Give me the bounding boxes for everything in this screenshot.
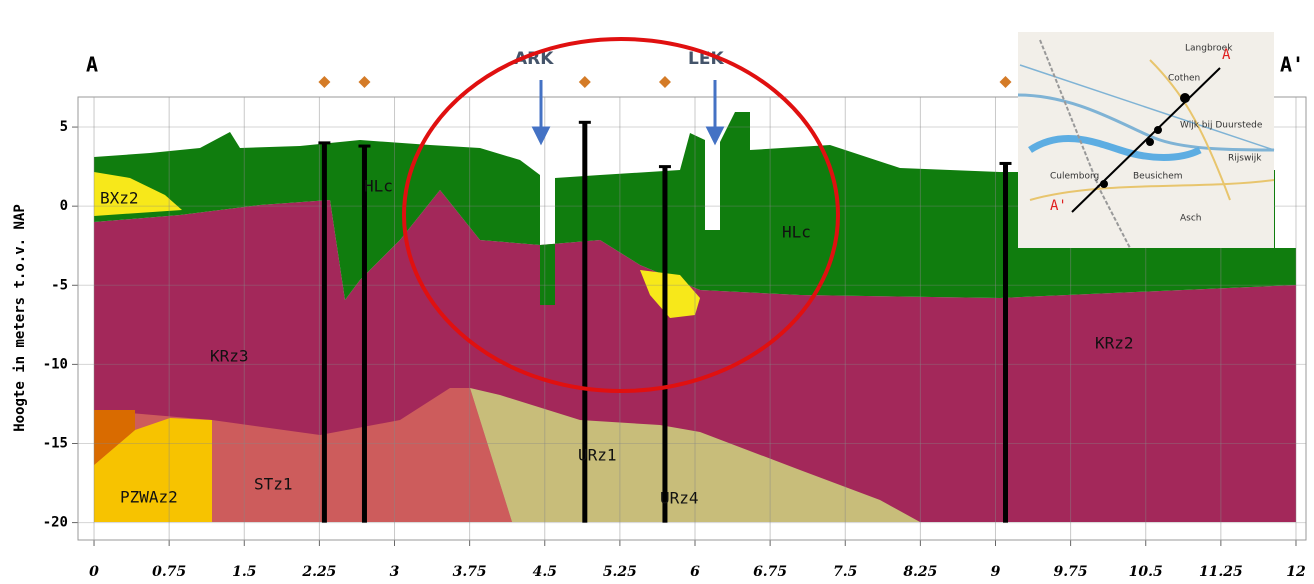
x-tick-label: 8.25	[903, 564, 937, 580]
map-label: Cothen	[1168, 74, 1200, 84]
river-lek	[1028, 134, 1202, 161]
canal	[1019, 64, 1275, 151]
railway	[1039, 39, 1131, 249]
layer-label: HLc	[782, 223, 811, 242]
x-tick-label: 3.75	[453, 564, 487, 580]
borehole-marker	[578, 76, 591, 88]
layer-hlc	[94, 112, 1296, 305]
road	[1029, 59, 1275, 201]
x-tick-label: 7.5	[833, 564, 857, 580]
x-tick-label: 9	[991, 564, 1001, 580]
layer-label: PZWAz2	[120, 488, 178, 507]
layer-label: URz1	[578, 446, 617, 465]
arrows	[531, 80, 725, 146]
layer-pzwa-dark	[94, 410, 135, 465]
y-tick-label: 0	[60, 198, 68, 214]
x-tick-label: 6.75	[753, 564, 787, 580]
plot-frame	[77, 96, 1307, 541]
highlight-ellipse	[402, 37, 840, 393]
axes: 0 0.75 1.5 2.25 3 3.75 4.5 5.25 6 6.75 7.5 8.25 9 9.7…	[43, 76, 1306, 580]
map-label: Langbroek	[1185, 44, 1233, 54]
x-tick-label: 6	[690, 564, 700, 580]
borehole-marker	[358, 76, 371, 88]
x-tick-label: 0	[89, 564, 99, 580]
x-tick-label: 5.25	[603, 564, 637, 580]
map-label: Wijk bij Duurstede	[1180, 121, 1263, 131]
layer-label: STz1	[254, 475, 293, 494]
y-tick-label: -10	[43, 356, 68, 372]
layer-yellow-lens	[640, 270, 700, 318]
x-tick-label: 1.5	[232, 564, 256, 580]
y-tick-label: 5	[60, 119, 68, 135]
y-tick-label: -20	[43, 515, 68, 531]
arrow-head	[531, 126, 551, 146]
section-line	[1071, 67, 1221, 213]
borehole-dot	[1100, 180, 1108, 188]
river-label: LEK	[688, 49, 724, 69]
map-label: Asch	[1180, 214, 1202, 224]
layer-pzwaz2	[94, 418, 212, 522]
x-tick-label: 4.5	[533, 564, 557, 580]
y-tick-label: -5	[51, 277, 68, 293]
borehole-marker	[318, 76, 331, 88]
layer-bxz2	[94, 172, 182, 216]
layer-label: KRz2	[1095, 334, 1134, 353]
map-label: Rijswijk	[1228, 154, 1262, 164]
river	[1017, 93, 1275, 152]
map-inset: Langbroek Cothen Wijk bij Duurstede Rijs…	[1017, 32, 1275, 249]
x-tick-label: 10.5	[1129, 564, 1163, 580]
map-label: A'	[1050, 198, 1067, 214]
map-label: Beusichem	[1133, 172, 1183, 182]
layer-label: HLc	[364, 177, 393, 196]
arrow-head	[705, 126, 725, 146]
borehole-marker	[999, 76, 1012, 88]
layer-label: BXz2	[100, 189, 139, 208]
borehole-dot	[1146, 138, 1154, 146]
x-tick-label: 2.25	[301, 564, 336, 580]
x-tick-label: 12	[1286, 564, 1306, 580]
map-label: A	[1222, 47, 1231, 63]
x-tick-label: 9.75	[1054, 564, 1088, 580]
section-label: A	[86, 53, 98, 77]
x-tick-label: 0.75	[152, 564, 186, 580]
y-tick-label: -15	[43, 435, 68, 451]
x-tick-label: 3	[390, 564, 400, 580]
layer-label: URz4	[660, 489, 699, 508]
y-axis-label: Hoogte in meters t.o.v. NAP	[12, 204, 28, 432]
river-label: ARK	[514, 49, 554, 69]
section-label: A'	[1280, 53, 1304, 77]
river-lek	[705, 140, 720, 230]
layer-label: KRz3	[210, 347, 249, 366]
map-label: Culemborg	[1050, 172, 1099, 182]
borehole-dot	[1180, 93, 1190, 103]
borehole-dot	[1154, 126, 1162, 134]
x-tick-label: 11.25	[1199, 564, 1243, 580]
borehole-marker	[658, 76, 671, 88]
